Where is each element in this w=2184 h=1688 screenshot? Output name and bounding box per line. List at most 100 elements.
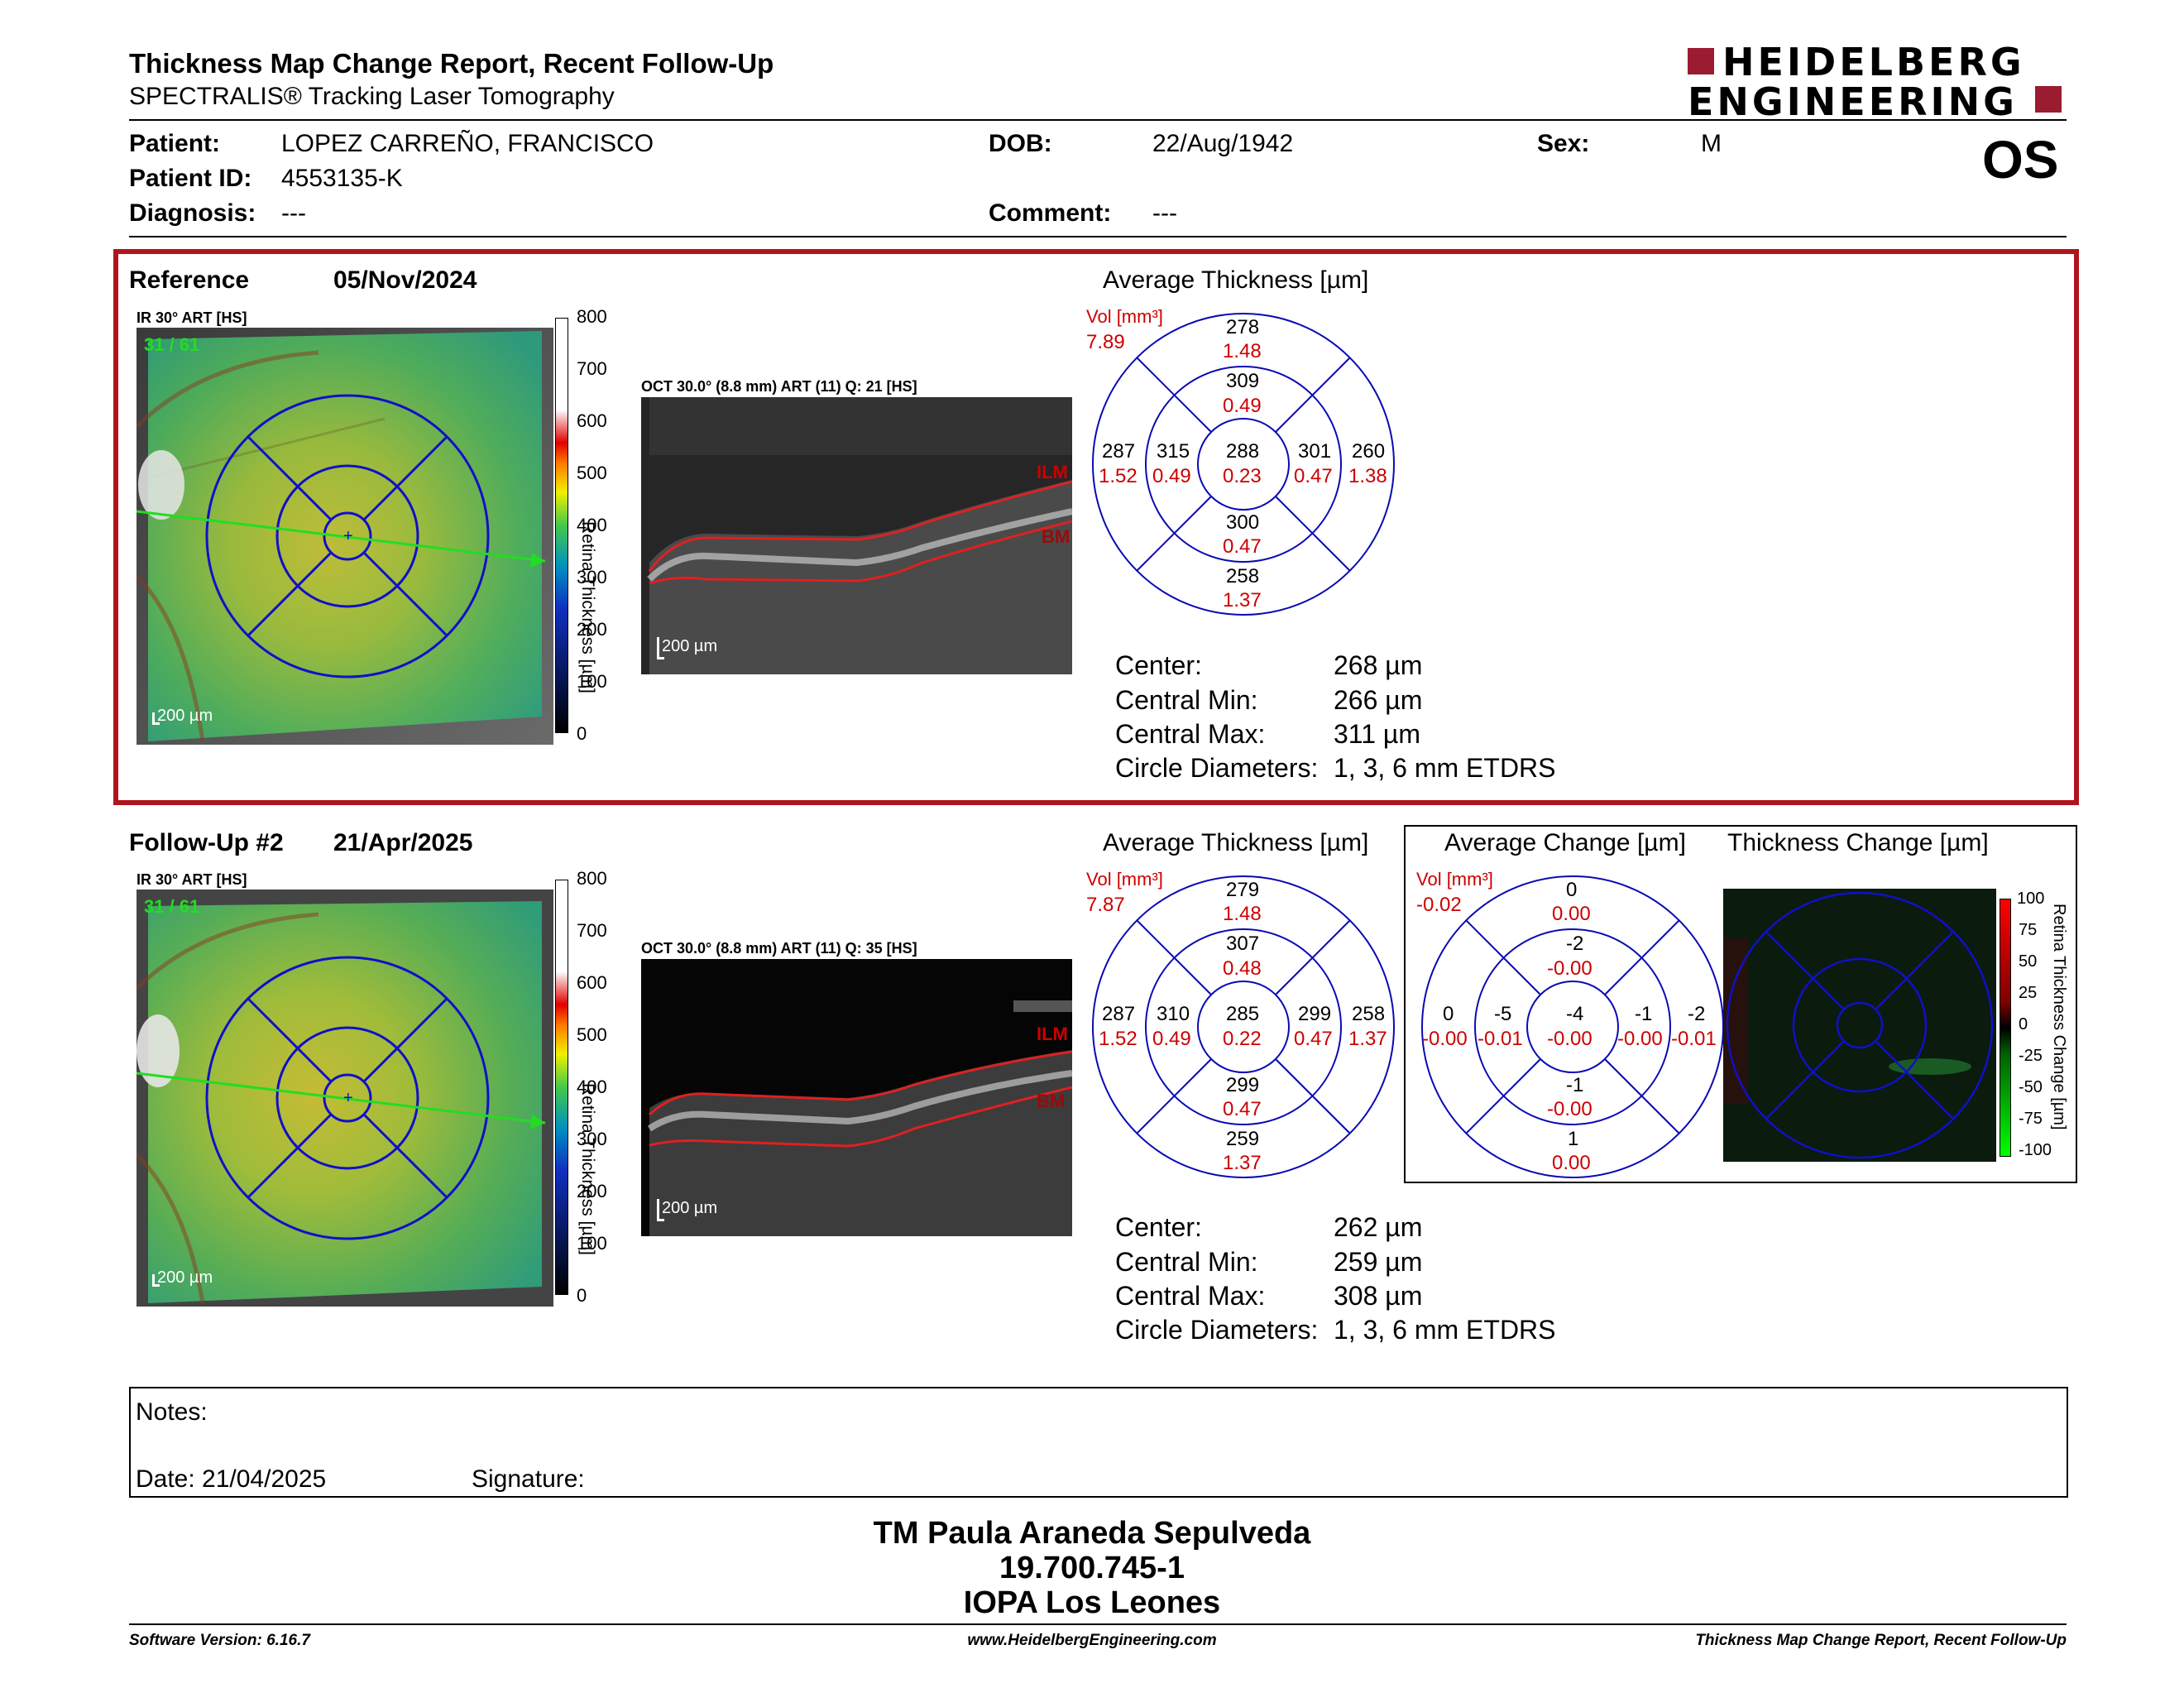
followup-etdrs-overlay: +	[136, 956, 546, 1240]
chg-inner-left-volume: -0.01	[1478, 1028, 1523, 1050]
comment-value: ---	[1152, 199, 1177, 227]
reference-etdrs-grid	[1092, 313, 1395, 616]
followup-ilm-label: ILM	[1037, 1024, 1068, 1044]
ref-center-thickness: 288	[1226, 440, 1260, 463]
ref-inner-left-volume: 0.49	[1152, 465, 1191, 487]
signature-id: 19.700.745-1	[999, 1551, 1185, 1585]
followup-avg-title: Average Thickness [µm]	[1103, 829, 1369, 856]
svg-text:+: +	[343, 527, 353, 545]
ref-diam-value: 1, 3, 6 mm ETDRS	[1334, 753, 1556, 783]
change-axis-label: Retina Thickness Change [µm]	[2050, 904, 2068, 1130]
ref-outer-bottom-thickness: 258	[1226, 565, 1260, 587]
ref-outer-top-thickness: 278	[1226, 316, 1260, 338]
fu-inner-top-thickness: 307	[1226, 933, 1260, 955]
notes-date: Date: 21/04/2025	[136, 1465, 327, 1493]
reference-scalebar-icon	[152, 712, 160, 725]
reference-oct-label: OCT 30.0° (8.8 mm) ART (11) Q: 21 [HS]	[641, 378, 917, 395]
fu-scale-500: 500	[577, 1024, 607, 1045]
notes-box[interactable]	[129, 1387, 2068, 1498]
eye-label: OS	[1982, 130, 2059, 189]
fu-center-volume: 0.22	[1223, 1028, 1262, 1050]
chg-center-volume: -0.00	[1547, 1028, 1592, 1050]
svg-text:+: +	[343, 1089, 353, 1107]
ref-outer-bottom-volume: 1.37	[1223, 589, 1262, 611]
fu-outer-top-thickness: 279	[1226, 879, 1260, 901]
followup-oct-image	[641, 959, 1072, 1236]
ref-max-label: Central Max:	[1115, 719, 1266, 749]
reference-label: Reference	[129, 266, 250, 294]
ref-scale-100: 100	[577, 671, 607, 692]
chg-outer-bottom-thickness: 1	[1568, 1128, 1579, 1150]
patient-id-value: 4553135-K	[281, 165, 403, 192]
fu-inner-right-volume: 0.47	[1294, 1028, 1333, 1050]
fu-scale-100: 100	[577, 1233, 607, 1254]
fu-scale-800: 800	[577, 868, 607, 889]
chg-outer-right-volume: -0.01	[1671, 1028, 1717, 1050]
ref-center-value: 268 µm	[1334, 650, 1423, 680]
followup-vol-label: Vol [mm³]	[1086, 869, 1163, 890]
reference-ilm-label: ILM	[1037, 462, 1068, 482]
ref-inner-right-thickness: 301	[1298, 440, 1332, 463]
fu-center-thickness: 285	[1226, 1003, 1260, 1025]
logo-square-top	[1688, 48, 1714, 74]
followup-scalebar-icon	[152, 1274, 160, 1287]
reference-thickness-axis-label: Retina Thickness [µm]	[578, 521, 597, 693]
fu-outer-left-thickness: 287	[1102, 1003, 1136, 1025]
dob-value: 22/Aug/1942	[1152, 130, 1294, 157]
diagnosis-label: Diagnosis:	[129, 199, 256, 227]
ref-scale-700: 700	[577, 358, 607, 379]
signature-name: TM Paula Araneda Sepulveda	[873, 1516, 1311, 1551]
comment-label: Comment:	[989, 199, 1112, 227]
ref-min-value: 266 µm	[1334, 685, 1423, 715]
fu-min-label: Central Min:	[1115, 1247, 1258, 1277]
fu-inner-top-volume: 0.48	[1223, 957, 1262, 980]
ref-max-value: 311 µm	[1334, 719, 1420, 749]
ref-diam-label: Circle Diameters:	[1115, 753, 1319, 783]
change-title: Average Change [µm]	[1444, 829, 1686, 856]
fu-inner-bottom-volume: 0.47	[1223, 1098, 1262, 1120]
fu-diam-label: Circle Diameters:	[1115, 1315, 1319, 1345]
fu-diam-value: 1, 3, 6 mm ETDRS	[1334, 1315, 1556, 1345]
footer-website-link[interactable]: www.HeidelbergEngineering.com	[967, 1632, 1217, 1649]
patient-label: Patient:	[129, 130, 221, 157]
ref-scale-200: 200	[577, 619, 607, 640]
followup-bm-label: BM	[1037, 1091, 1066, 1111]
chg-inner-bottom-thickness: -1	[1566, 1074, 1584, 1096]
fu-outer-right-volume: 1.37	[1348, 1028, 1387, 1050]
reference-date: 05/Nov/2024	[333, 266, 477, 294]
ref-scale-600: 600	[577, 410, 607, 431]
ref-inner-left-thickness: 315	[1157, 440, 1190, 463]
change-panel-frame	[1404, 825, 2077, 1183]
report-subtitle: SPECTRALIS® Tracking Laser Tomography	[129, 83, 615, 110]
chg-outer-left-thickness: 0	[1443, 1003, 1454, 1025]
ref-scale-0: 0	[577, 723, 587, 744]
notes-label: Notes:	[136, 1398, 208, 1426]
chg-scale-0: 0	[2019, 1015, 2028, 1033]
chg-outer-left-volume: -0.00	[1422, 1028, 1468, 1050]
chg-scale-100: 100	[2017, 890, 2045, 908]
chg-outer-top-thickness: 0	[1566, 879, 1578, 901]
followup-scan-counter: 31 / 61	[144, 896, 200, 917]
followup-label: Follow-Up #2	[129, 829, 284, 856]
footer-software-version: Software Version: 6.16.7	[129, 1632, 310, 1649]
ref-outer-left-volume: 1.52	[1099, 465, 1138, 487]
patient-divider	[129, 236, 2067, 237]
ref-center-volume: 0.23	[1223, 465, 1262, 487]
fu-scale-400: 400	[577, 1077, 607, 1097]
ref-min-label: Central Min:	[1115, 685, 1258, 715]
ref-center-label: Center:	[1115, 650, 1202, 680]
chg-inner-left-thickness: -5	[1494, 1003, 1512, 1025]
chg-scale-minus75: -75	[2019, 1110, 2043, 1128]
fu-outer-left-volume: 1.52	[1099, 1028, 1138, 1050]
fu-max-value: 308 µm	[1334, 1281, 1423, 1311]
fu-inner-right-thickness: 299	[1298, 1003, 1332, 1025]
reference-oct-scalebar-icon	[657, 637, 664, 659]
fu-max-label: Central Max:	[1115, 1281, 1266, 1311]
reference-bm-label: BM	[1042, 526, 1070, 547]
chg-inner-bottom-volume: -0.00	[1547, 1098, 1592, 1120]
change-color-scale	[2000, 899, 2011, 1157]
chg-outer-right-thickness: -2	[1688, 1003, 1706, 1025]
reference-etdrs-overlay: +	[136, 394, 546, 679]
fu-inner-left-volume: 0.49	[1152, 1028, 1191, 1050]
ref-inner-right-volume: 0.47	[1294, 465, 1333, 487]
